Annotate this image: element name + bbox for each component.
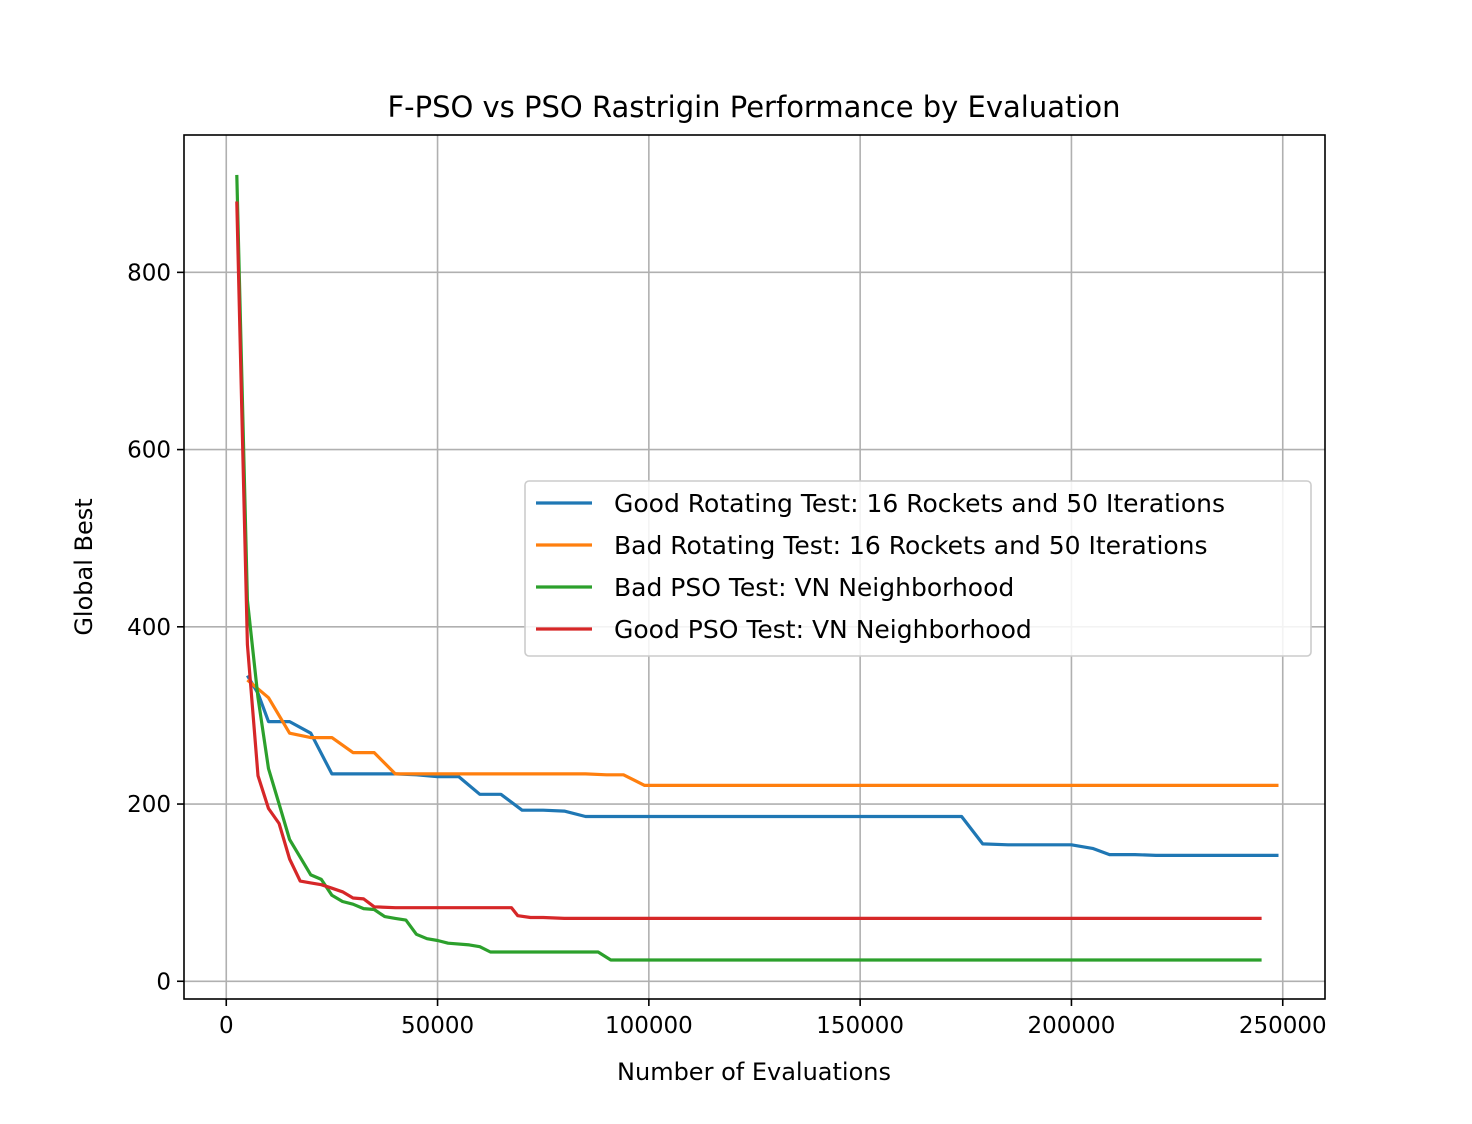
y-tick-label: 800 [127, 260, 171, 286]
series-line-3 [235, 174, 1262, 962]
y-tick-label: 400 [127, 615, 171, 641]
plot-frame [183, 134, 1326, 1000]
series-line-4 [235, 201, 1262, 920]
legend: Good Rotating Test: 16 Rockets and 50 It… [524, 480, 1312, 657]
chart-title: F-PSO vs PSO Rastrigin Performance by Ev… [387, 90, 1120, 124]
y-tick-label: 600 [127, 438, 171, 464]
y-tick-label: 200 [127, 792, 171, 818]
legend-box [524, 480, 1312, 657]
y-axis-label: Global Best [70, 498, 98, 635]
x-tick-label: 100000 [605, 1013, 693, 1039]
legend-entry: Bad Rotating Test: 16 Rockets and 50 Ite… [614, 531, 1208, 560]
x-tick-label: 150000 [816, 1013, 904, 1039]
series-line-2 [246, 678, 1279, 787]
x-tick-label: 0 [219, 1013, 234, 1039]
legend-entry: Bad PSO Test: VN Neighborhood [614, 573, 1014, 602]
series-lines [235, 174, 1279, 962]
y-tick-label: 0 [156, 969, 171, 995]
x-tick-label: 200000 [1028, 1013, 1116, 1039]
axis-ticks: 0 50000 100000 150000 200000 250000 0 200 400 600… [127, 260, 1327, 1039]
legend-entry: Good Rotating Test: 16 Rockets and 50 It… [614, 489, 1225, 518]
x-axis-label: Number of Evaluations [617, 1058, 891, 1086]
legend-entry: Good PSO Test: VN Neighborhood [614, 615, 1032, 644]
series-line-1 [246, 674, 1279, 857]
x-tick-label: 50000 [401, 1013, 474, 1039]
x-tick-label: 250000 [1239, 1013, 1327, 1039]
